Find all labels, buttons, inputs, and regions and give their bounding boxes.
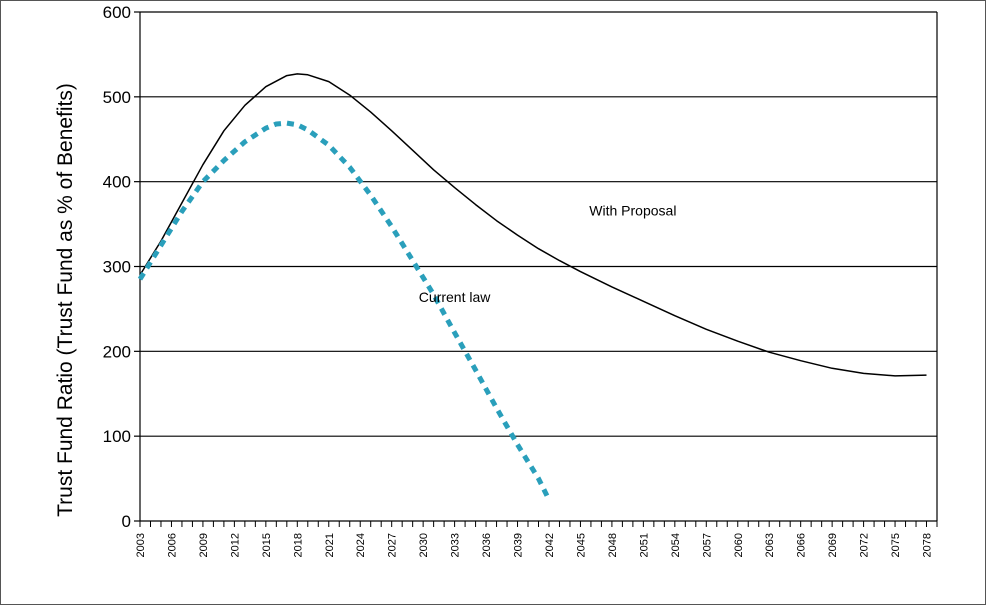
x-tick-label-2042: 2042 (544, 533, 556, 557)
x-tick-label-2036: 2036 (481, 533, 493, 557)
x-tick-label-2078: 2078 (922, 533, 934, 557)
y-tick-label-0: 0 (122, 512, 131, 531)
x-tick-label-2072: 2072 (859, 533, 871, 557)
x-tick-label-2048: 2048 (607, 533, 619, 557)
x-tick-label-2033: 2033 (450, 533, 462, 557)
x-tick-label-2018: 2018 (292, 533, 304, 557)
x-tick-label-2075: 2075 (890, 533, 902, 557)
x-tick-label-2021: 2021 (324, 533, 336, 557)
x-tick-label-2027: 2027 (387, 533, 399, 557)
x-tick-label-2066: 2066 (796, 533, 808, 557)
x-tick-label-2024: 2024 (355, 533, 367, 557)
x-tick-label-2003: 2003 (135, 533, 147, 557)
series-annotation-1: Current law (419, 289, 491, 305)
x-tick-label-2063: 2063 (764, 533, 776, 557)
y-tick-label-300: 300 (103, 258, 131, 277)
x-tick-label-2054: 2054 (670, 533, 682, 557)
x-tick-label-2051: 2051 (638, 533, 650, 557)
x-tick-label-2045: 2045 (575, 533, 587, 557)
x-tick-label-2012: 2012 (229, 533, 241, 557)
y-tick-label-500: 500 (103, 88, 131, 107)
series-annotation-0: With Proposal (589, 203, 676, 219)
x-tick-label-2006: 2006 (166, 533, 178, 557)
y-tick-label-100: 100 (103, 427, 131, 446)
y-tick-label-200: 200 (103, 342, 131, 361)
series-line-current-law (137, 120, 552, 501)
y-axis-title: Trust Fund Ratio (Trust Fund as % of Ben… (54, 83, 77, 517)
x-tick-label-2009: 2009 (198, 533, 210, 557)
x-tick-label-2039: 2039 (513, 533, 525, 557)
y-tick-label-400: 400 (103, 173, 131, 192)
y-tick-label-600: 600 (103, 3, 131, 22)
x-tick-label-2069: 2069 (827, 533, 839, 557)
x-tick-label-2030: 2030 (418, 533, 430, 557)
x-tick-label-2015: 2015 (261, 533, 273, 557)
x-tick-label-2060: 2060 (733, 533, 745, 557)
x-tick-label-2057: 2057 (701, 533, 713, 557)
series-line-with-proposal (139, 73, 927, 377)
